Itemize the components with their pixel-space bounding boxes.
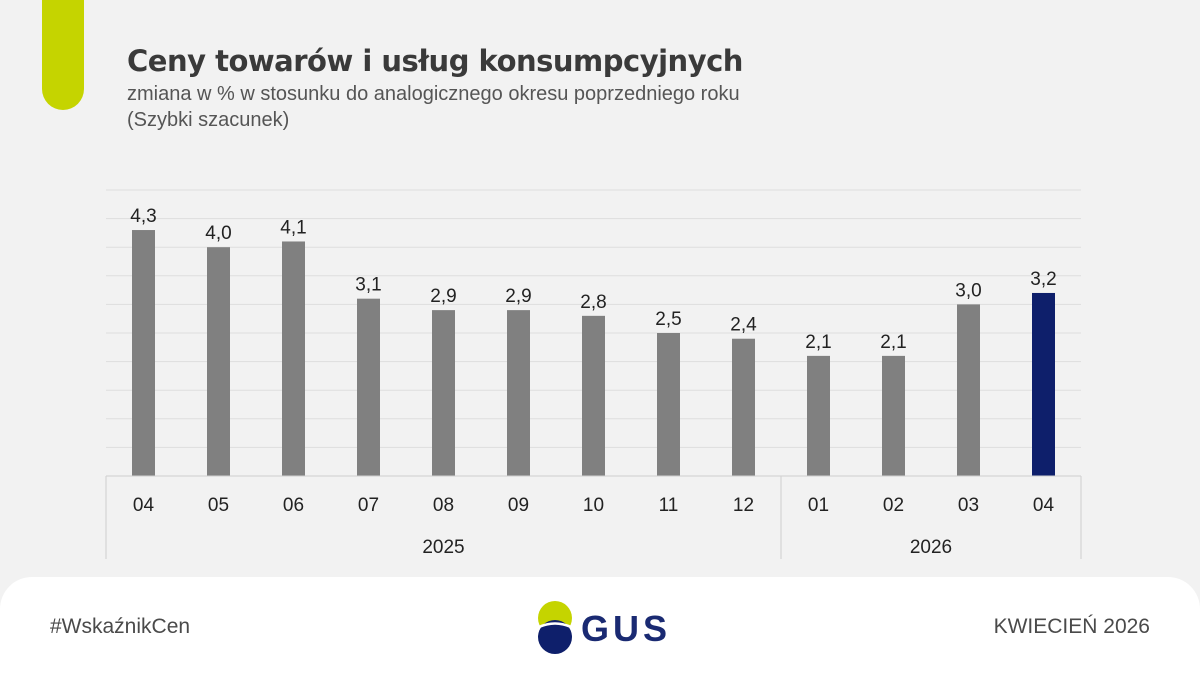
- data-label: 4,1: [280, 217, 306, 238]
- data-label: 2,1: [880, 332, 906, 353]
- tick-label: 02: [883, 495, 904, 516]
- data-label: 4,0: [205, 223, 231, 244]
- bar: [1032, 292, 1055, 476]
- bar: [282, 241, 305, 476]
- tick-label: 04: [133, 495, 155, 516]
- data-label: 2,8: [580, 292, 606, 313]
- logo-circle-bottom: [538, 620, 572, 654]
- data-label: 2,5: [655, 309, 681, 330]
- logo-text: GUS: [581, 608, 672, 649]
- subtitle-line-2: (Szybki szacunek): [127, 109, 290, 131]
- bar: [207, 247, 230, 476]
- bar: [882, 355, 905, 476]
- release-date: KWIECIEŃ 2026: [993, 615, 1150, 638]
- data-label: 3,2: [1030, 269, 1056, 290]
- bar: [807, 355, 830, 476]
- data-label: 2,4: [730, 315, 757, 336]
- gus-logo-icon: [538, 601, 572, 654]
- subtitle-line-1: zmiana w % w stosunku do analogicznego o…: [127, 83, 740, 105]
- bar: [582, 315, 605, 476]
- group-label: 2026: [910, 537, 952, 558]
- data-label: 4,3: [130, 206, 156, 227]
- tick-label: 01: [808, 495, 829, 516]
- data-label: 2,1: [805, 332, 831, 353]
- tick-label: 09: [508, 495, 529, 516]
- tick-label: 06: [283, 495, 304, 516]
- bar: [507, 310, 530, 476]
- tick-label: 11: [659, 495, 679, 516]
- data-label: 2,9: [430, 286, 456, 307]
- bar: [357, 298, 380, 476]
- hashtag-label: #WskaźnikCen: [50, 615, 191, 638]
- data-label: 3,1: [355, 275, 381, 296]
- bar: [432, 310, 455, 476]
- bar: [132, 230, 155, 476]
- bar-chart: 4,3 4,0 4,1 3,1 2,9 2,9 2,8 2,5 2,4 2,1 2,1 3,0 3,2 0…: [105, 189, 1082, 559]
- footer: [0, 577, 1200, 675]
- bar: [957, 304, 980, 476]
- chart-subtitle: zmiana w % w stosunku do analogicznego o…: [127, 81, 740, 133]
- tick-label: 10: [583, 495, 604, 516]
- data-label: 3,0: [955, 280, 981, 301]
- data-label: 2,9: [505, 286, 531, 307]
- bar: [657, 333, 680, 476]
- tick-label: 07: [358, 495, 379, 516]
- chart-title: Ceny towarów i usług konsumpcyjnych: [127, 44, 743, 78]
- tick-label: 03: [958, 495, 979, 516]
- tick-label: 08: [433, 495, 454, 516]
- bar: [732, 338, 755, 476]
- tick-label: 12: [733, 495, 754, 516]
- group-label: 2025: [422, 537, 464, 558]
- accent-bar: [42, 0, 84, 110]
- tick-label: 04: [1033, 495, 1055, 516]
- tick-label: 05: [208, 495, 229, 516]
